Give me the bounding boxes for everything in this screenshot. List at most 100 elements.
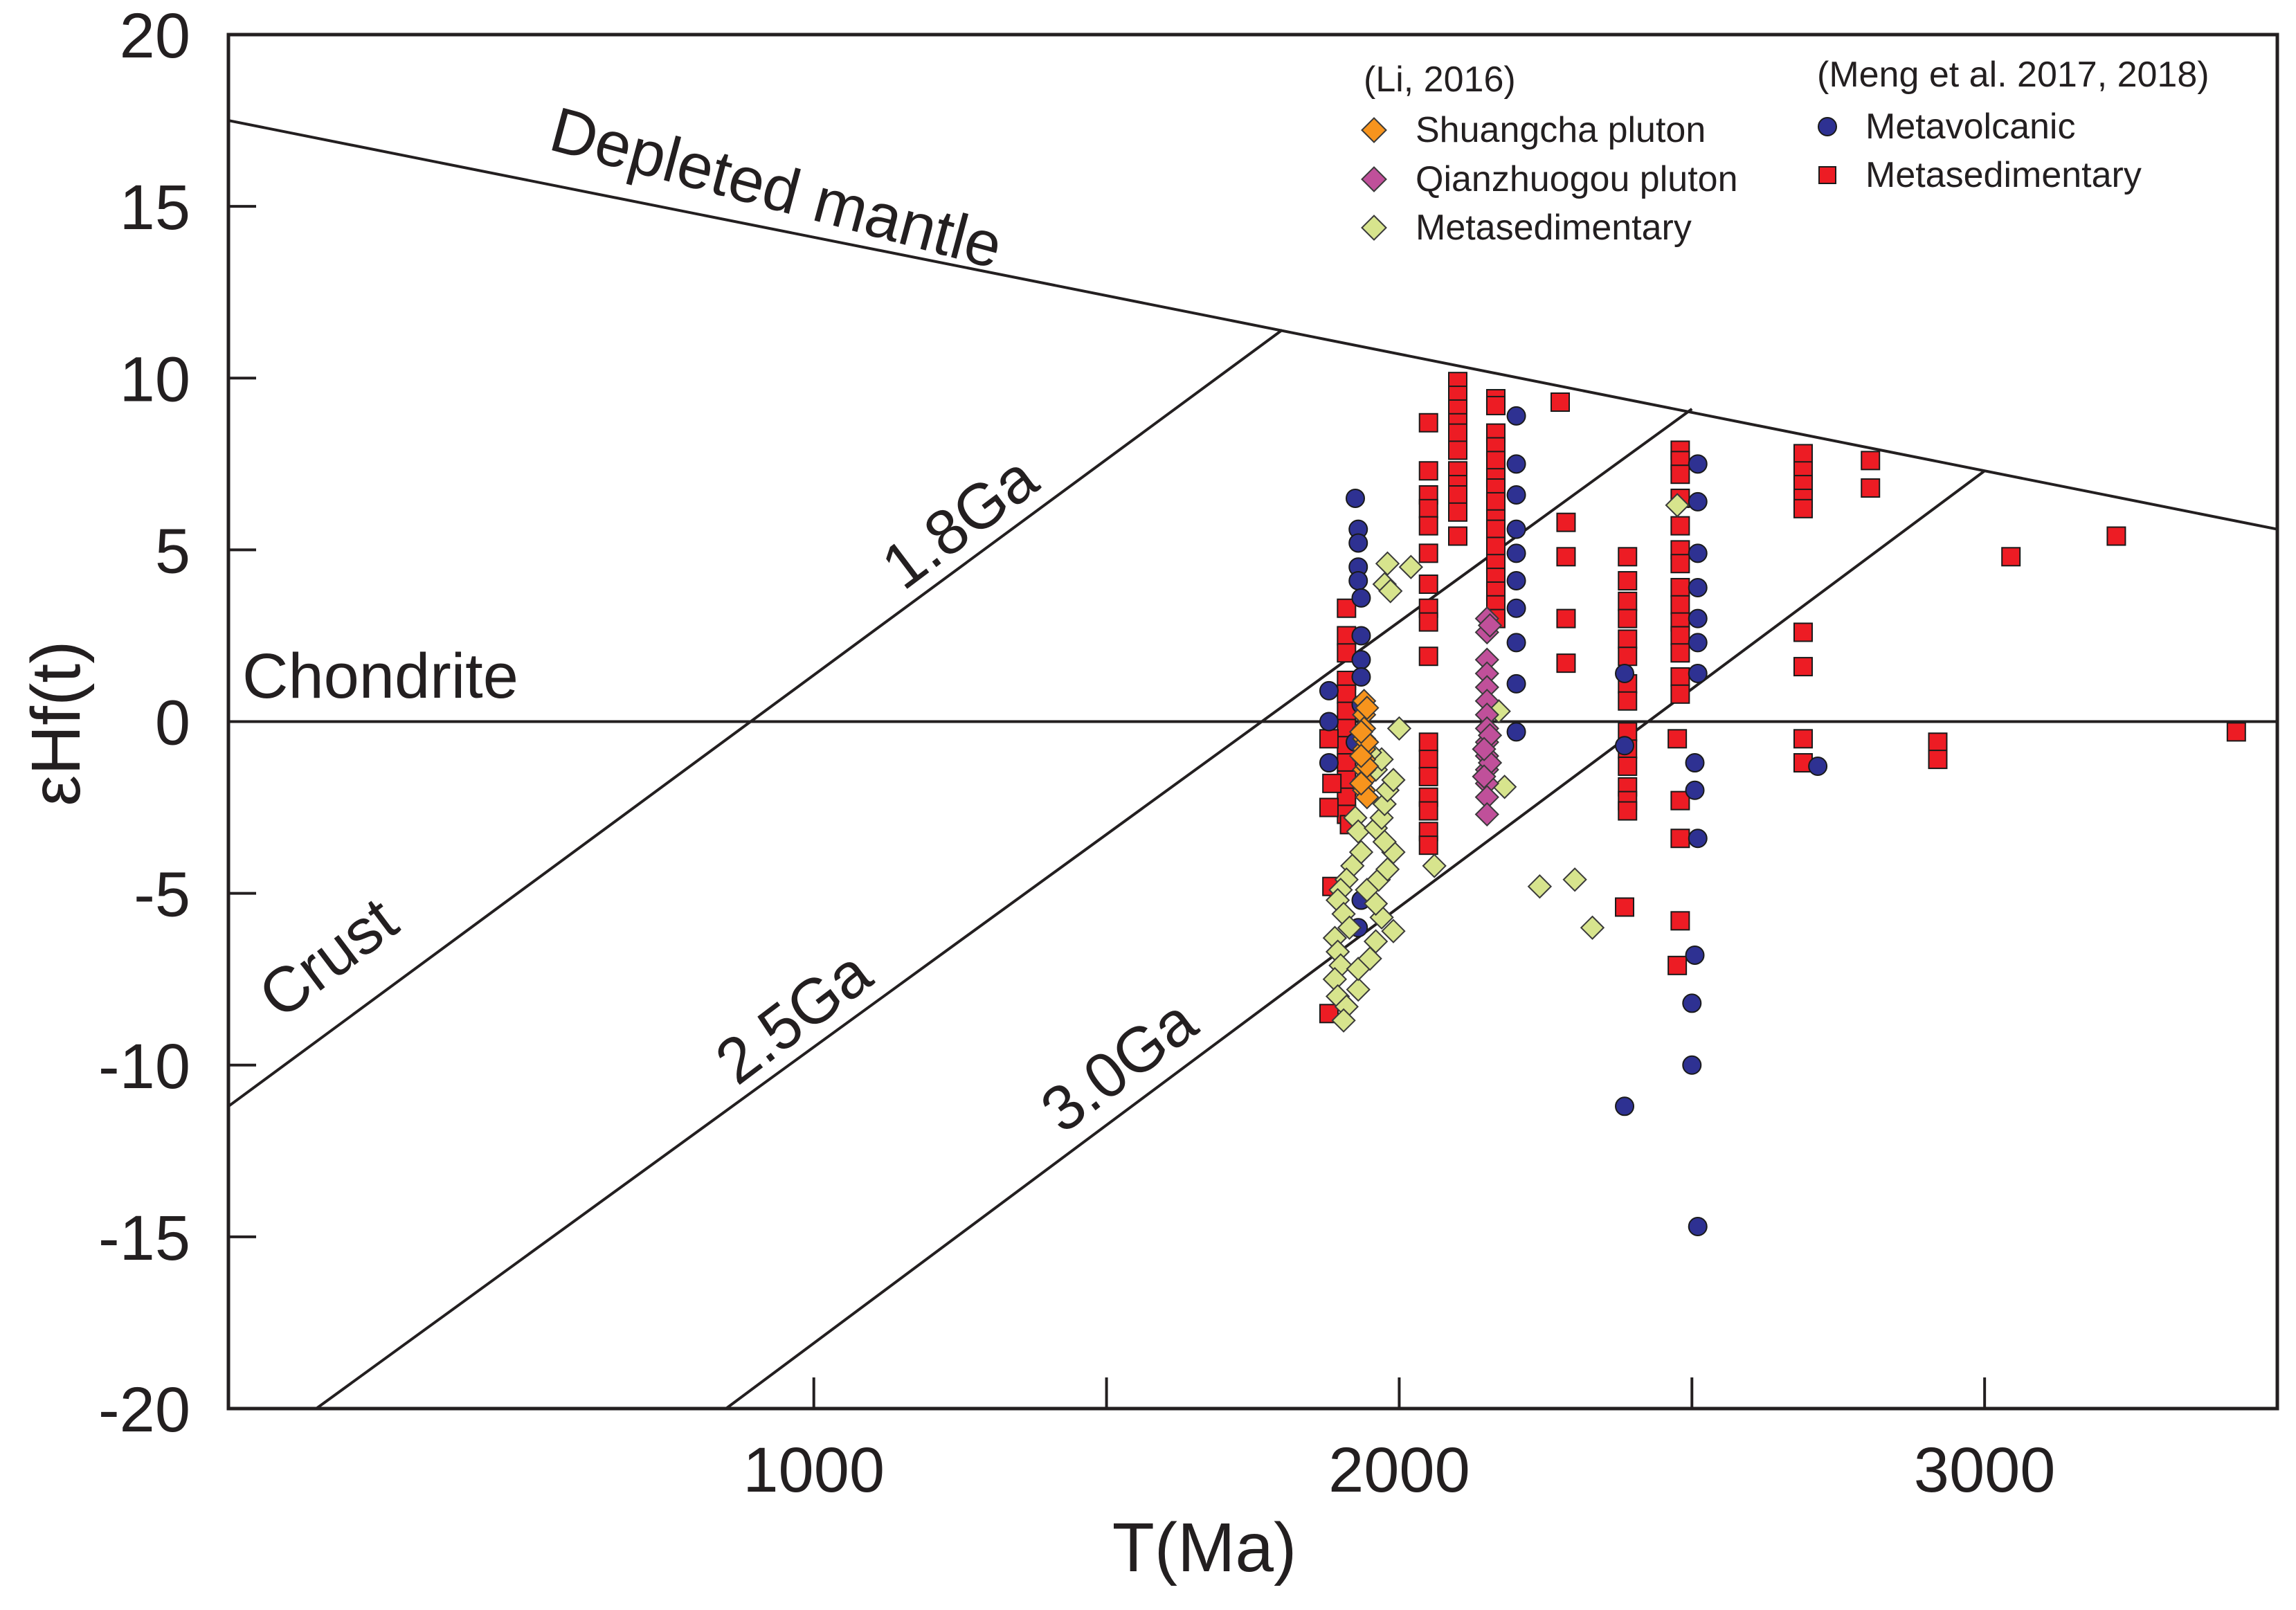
data-point — [1793, 498, 1813, 518]
y-tick-label: -5 — [134, 860, 190, 930]
data-point — [1670, 516, 1690, 536]
data-point — [1337, 915, 1362, 940]
data-point — [1618, 629, 1638, 649]
data-points — [1319, 372, 2246, 1236]
data-point — [1506, 571, 1526, 591]
data-point — [1363, 929, 1389, 954]
data-point — [1506, 543, 1526, 563]
data-point — [1418, 612, 1438, 632]
data-point — [1348, 571, 1368, 591]
x-tick-label: 3000 — [1914, 1435, 2056, 1505]
data-point — [1928, 732, 1948, 752]
data-point — [1418, 413, 1438, 433]
data-point — [1319, 680, 1339, 700]
data-point — [1506, 406, 1526, 426]
data-point — [2001, 547, 2021, 567]
series-metasedimentary-meng-et-al-2017-2018- — [1319, 372, 2246, 1024]
data-point — [1422, 853, 1447, 878]
y-axis-ticks: 20 15 10 5 0 -5 -10 -15 -20 — [98, 1, 256, 1445]
data-point — [1474, 802, 1499, 827]
data-point — [1618, 608, 1638, 628]
data-point — [1418, 646, 1438, 667]
data-point — [1378, 579, 1403, 604]
data-point — [1556, 608, 1576, 628]
data-point — [1618, 757, 1638, 777]
data-point — [1688, 491, 1708, 512]
data-point — [1670, 911, 1690, 931]
data-point — [1346, 488, 1365, 508]
data-point — [1685, 945, 1705, 965]
data-point — [1418, 766, 1438, 786]
data-point — [1477, 613, 1503, 638]
data-point — [1355, 695, 1380, 721]
data-point — [1551, 392, 1570, 412]
data-point — [1688, 543, 1708, 563]
data-point — [1667, 955, 1688, 975]
data-point — [1527, 874, 1553, 899]
series-qianzhuogou-pluton — [1472, 606, 1503, 827]
series-metasedimentary-li-2016- — [1322, 493, 1690, 1033]
data-point — [1670, 829, 1690, 849]
data-point — [1793, 729, 1813, 749]
data-point — [1793, 657, 1813, 677]
data-point — [1348, 533, 1368, 553]
data-point — [1319, 753, 1339, 773]
data-point — [1688, 633, 1708, 653]
legend-label-metasedimentary-meng: Metasedimentary — [1865, 155, 2142, 195]
data-point — [1319, 712, 1339, 732]
data-point — [1556, 512, 1576, 532]
data-point — [1682, 1055, 1702, 1075]
data-point — [1688, 1216, 1708, 1236]
data-point — [1682, 993, 1702, 1013]
data-point — [1448, 440, 1467, 460]
data-point — [1556, 547, 1576, 567]
curve-2-5ga-label: 2.5Ga — [703, 937, 885, 1098]
data-point — [1485, 451, 1506, 471]
data-point — [1375, 551, 1400, 576]
data-point — [1506, 598, 1526, 618]
curve-3-0ga-label: 3.0Ga — [1029, 985, 1210, 1146]
data-point — [1670, 554, 1690, 574]
data-point — [1670, 626, 1690, 646]
data-point — [1618, 571, 1638, 591]
data-point — [1485, 536, 1506, 557]
data-point — [1618, 646, 1638, 667]
series-shuangcha-pluton — [1348, 689, 1380, 810]
legend: (Li, 2016) (Meng et al. 2017, 2018) Shua… — [1361, 55, 2209, 248]
data-point — [1319, 797, 1339, 817]
data-point — [1615, 897, 1635, 917]
data-point — [1351, 588, 1371, 608]
data-point — [1418, 516, 1438, 536]
data-point — [1618, 691, 1638, 711]
data-point — [1485, 519, 1506, 539]
data-point — [2226, 722, 2246, 742]
data-point — [1319, 729, 1339, 749]
data-point — [1418, 575, 1438, 594]
data-point — [1556, 653, 1576, 673]
crust-label: Crust — [246, 884, 410, 1032]
data-point — [1670, 595, 1690, 615]
series-metavolcanic — [1319, 406, 1828, 1236]
data-point — [1928, 750, 1948, 770]
y-tick-label: 15 — [120, 172, 190, 243]
data-point — [1861, 478, 1881, 498]
data-point — [1615, 664, 1635, 684]
y-tick-label: 10 — [120, 344, 190, 415]
legend-label-shuangcha: Shuangcha pluton — [1416, 110, 1706, 150]
data-point — [1688, 829, 1708, 849]
data-point — [1398, 554, 1424, 579]
data-point — [1618, 547, 1638, 567]
legend-heading-meng: (Meng et al. 2017, 2018) — [1817, 55, 2209, 95]
x-tick-label: 1000 — [743, 1435, 885, 1505]
data-point — [1861, 451, 1881, 471]
data-point — [1670, 667, 1690, 687]
data-point — [1386, 716, 1412, 741]
reference-lines — [227, 119, 2278, 1410]
data-point — [1322, 773, 1342, 793]
data-point — [1615, 736, 1635, 756]
data-point — [1808, 757, 1828, 777]
data-point — [1685, 753, 1705, 773]
y-tick-label: -10 — [98, 1031, 190, 1102]
data-point — [1351, 667, 1371, 687]
